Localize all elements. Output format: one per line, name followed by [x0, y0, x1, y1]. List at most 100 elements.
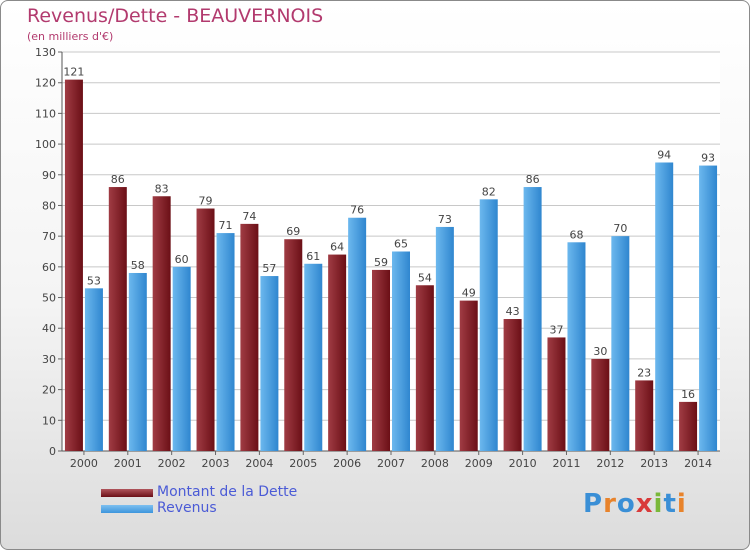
data-label-dette: 59 — [374, 256, 388, 269]
proxiti-logo: Proxiti — [583, 489, 687, 519]
x-tick-label: 2007 — [377, 457, 405, 470]
bar-revenus — [392, 251, 410, 451]
data-label-dette: 74 — [242, 210, 256, 223]
y-tick-label: 40 — [42, 322, 56, 335]
legend-label-revenus: Revenus — [157, 500, 217, 516]
logo-letter: i — [653, 489, 664, 519]
data-label-dette: 43 — [506, 305, 520, 318]
data-label-dette: 64 — [330, 241, 344, 254]
bar-revenus — [699, 165, 718, 452]
x-tick-label: 2012 — [596, 457, 624, 470]
bar-revenus — [611, 236, 630, 451]
data-label-dette: 23 — [637, 366, 651, 379]
y-tick-label: 110 — [35, 107, 56, 120]
data-label-dette: 49 — [462, 287, 476, 300]
bar-revenus — [523, 187, 542, 452]
data-label-revenus: 73 — [438, 213, 452, 226]
legend: Montant de la Dette Revenus — [101, 484, 361, 517]
x-tick-label: 2009 — [465, 457, 493, 470]
data-label-dette: 30 — [593, 345, 607, 358]
legend-swatch-dette — [101, 489, 153, 497]
plot-area — [62, 52, 720, 451]
data-label-revenus: 68 — [569, 228, 583, 241]
bar-dette — [679, 401, 698, 451]
y-tick-label: 70 — [42, 230, 56, 243]
logo-letter: x — [635, 489, 654, 519]
bar-revenus — [655, 162, 674, 451]
bar-dette — [547, 337, 566, 451]
data-label-revenus: 61 — [306, 250, 320, 263]
bar-revenus — [216, 233, 235, 451]
data-label-dette: 37 — [549, 323, 563, 336]
x-tick-label: 2003 — [202, 457, 230, 470]
x-tick-label: 2002 — [158, 457, 186, 470]
bar-dette — [459, 300, 478, 451]
x-tick-label: 2011 — [552, 457, 580, 470]
bar-revenus — [479, 199, 498, 451]
y-tick-label: 130 — [35, 46, 56, 59]
y-tick-label: 60 — [42, 261, 56, 274]
y-tick-label: 90 — [42, 169, 56, 182]
logo-letter: t — [663, 489, 677, 519]
bar-dette — [108, 187, 127, 452]
bar-dette — [372, 269, 390, 451]
chart-subtitle: (en milliers d'€) — [27, 30, 114, 43]
bar-dette — [196, 208, 215, 451]
bar-revenus — [304, 263, 323, 451]
data-label-revenus: 71 — [219, 219, 233, 232]
data-label-dette: 69 — [286, 225, 300, 238]
bar-dette — [503, 319, 522, 451]
data-label-revenus: 70 — [613, 222, 627, 235]
logo-letter: o — [616, 489, 636, 519]
legend-item-dette: Montant de la Dette — [101, 484, 361, 501]
data-label-revenus: 65 — [394, 238, 408, 251]
x-tick-label: 2005 — [289, 457, 317, 470]
x-tick-label: 2001 — [114, 457, 142, 470]
bar-revenus — [567, 242, 586, 451]
data-label-dette: 79 — [199, 195, 213, 208]
y-tick-label: 80 — [42, 199, 56, 212]
data-label-dette: 121 — [63, 66, 84, 79]
bar-dette — [415, 285, 434, 451]
data-label-dette: 54 — [418, 271, 432, 284]
bar-dette — [328, 254, 347, 451]
bar-dette — [635, 380, 654, 451]
bar-dette — [591, 358, 610, 451]
logo-letter: P — [583, 489, 604, 519]
bar-dette — [240, 223, 259, 451]
data-label-revenus: 58 — [131, 259, 145, 272]
x-tick-label: 2004 — [245, 457, 273, 470]
data-label-dette: 16 — [681, 388, 695, 401]
y-tick-label: 20 — [42, 384, 56, 397]
x-tick-label: 2010 — [509, 457, 537, 470]
data-label-revenus: 94 — [657, 148, 671, 161]
bar-revenus — [435, 226, 454, 451]
y-tick-label: 0 — [49, 445, 56, 458]
data-label-dette: 83 — [155, 182, 169, 195]
data-label-revenus: 53 — [87, 274, 101, 287]
data-label-revenus: 86 — [526, 173, 540, 186]
y-tick-label: 30 — [42, 353, 56, 366]
x-tick-label: 2000 — [70, 457, 98, 470]
y-tick-label: 120 — [35, 77, 56, 90]
bar-revenus — [128, 272, 147, 451]
x-tick-label: 2006 — [333, 457, 361, 470]
legend-swatch-revenus — [101, 505, 153, 513]
bar-dette — [64, 79, 83, 451]
y-tick-label: 10 — [42, 414, 56, 427]
bar-revenus — [348, 217, 367, 451]
y-tick-label: 100 — [35, 138, 56, 151]
bar-dette — [152, 196, 171, 451]
logo-letter: r — [603, 489, 617, 519]
legend-label-dette: Montant de la Dette — [157, 484, 298, 500]
data-label-revenus: 76 — [350, 204, 364, 217]
data-label-revenus: 93 — [701, 152, 715, 165]
data-label-revenus: 60 — [175, 253, 189, 266]
data-label-dette: 86 — [111, 173, 125, 186]
data-label-revenus: 57 — [262, 262, 276, 275]
y-tick-label: 50 — [42, 292, 56, 305]
logo-letter: i — [676, 489, 687, 519]
x-tick-label: 2013 — [640, 457, 668, 470]
